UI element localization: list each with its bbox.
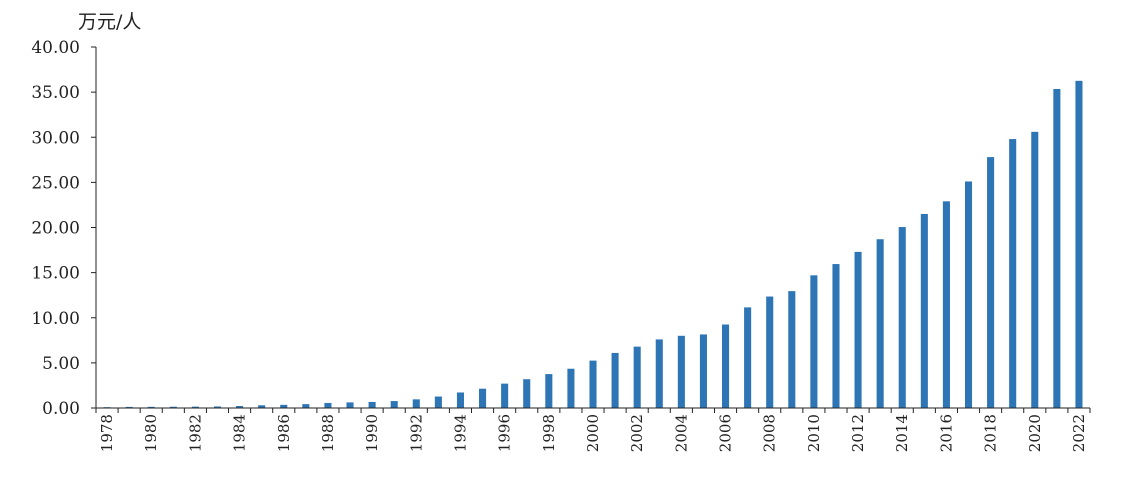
- y-tick-label: 40.00: [31, 38, 80, 58]
- bar-2011: [832, 264, 840, 408]
- bar-2000: [589, 360, 597, 408]
- bar-2008: [766, 296, 774, 408]
- bar-2020: [1031, 131, 1039, 408]
- bar-1988: [324, 402, 332, 408]
- bar-1996: [501, 383, 509, 408]
- x-tick-label: 1988: [319, 414, 337, 452]
- y-tick-label: 30.00: [31, 128, 80, 148]
- bar-1995: [479, 388, 487, 408]
- y-tick-label: 20.00: [31, 219, 80, 239]
- y-axis-ticks: 0.00 5.00 10.00 15.00 20.00 25.00 30.00 35.00 40…: [31, 38, 96, 419]
- bar-2010: [810, 275, 818, 408]
- x-tick-label: 1982: [186, 414, 204, 452]
- x-tick-label: 2000: [584, 414, 602, 452]
- bar-1997: [523, 379, 531, 408]
- bar-1980: [147, 406, 155, 408]
- bar-1989: [346, 402, 354, 408]
- x-tick-label: 1996: [496, 414, 514, 452]
- x-tick-label: 2004: [672, 414, 690, 452]
- bar-2016: [942, 201, 950, 408]
- bar-1992: [412, 399, 420, 408]
- y-tick-label: 15.00: [31, 264, 80, 284]
- y-tick-label: 10.00: [31, 309, 80, 329]
- bar-2006: [722, 324, 730, 408]
- y-axis-unit-label: 万元/人: [78, 11, 141, 33]
- x-tick-label: 1990: [363, 414, 381, 452]
- bar-2003: [655, 339, 663, 408]
- bar-2013: [876, 239, 884, 408]
- x-tick-label: 1994: [451, 414, 469, 452]
- x-tick-label: 1992: [407, 414, 425, 452]
- bar-1990: [368, 401, 376, 408]
- bar-2018: [987, 157, 995, 408]
- bar-2001: [611, 352, 619, 408]
- bar-2009: [788, 291, 796, 408]
- bar-2004: [677, 335, 685, 408]
- y-tick-label: 35.00: [31, 83, 80, 103]
- x-tick-label: 2014: [893, 414, 911, 452]
- bar-2019: [1009, 139, 1017, 408]
- x-tick-label: 1986: [275, 414, 293, 452]
- y-tick-label: 5.00: [42, 354, 80, 374]
- y-tick-label: 25.00: [31, 173, 80, 193]
- bar-1993: [434, 396, 442, 408]
- x-tick-label: 2012: [849, 414, 867, 452]
- x-tick-label: 1978: [98, 414, 116, 452]
- bar-2017: [964, 181, 973, 408]
- x-tick-label: 2008: [761, 414, 779, 452]
- x-axis-ticks: 1978 1980 1982 1984 1986 1988 1990 1992 1994 1996…: [95, 408, 1091, 452]
- bar-2022: [1075, 80, 1083, 408]
- bar-1983: [213, 406, 222, 408]
- bar-1987: [302, 404, 310, 408]
- x-tick-label: 2006: [717, 414, 735, 452]
- bar-1998: [545, 374, 553, 408]
- bar-1981: [169, 406, 177, 408]
- x-tick-label: 2018: [982, 414, 1000, 452]
- bar-1999: [567, 368, 575, 408]
- bar-2002: [633, 346, 641, 408]
- bar-1979: [125, 406, 133, 408]
- x-tick-label: 1984: [231, 414, 249, 452]
- x-tick-label: 1998: [540, 414, 558, 452]
- bar-2021: [1053, 88, 1061, 408]
- bar-2012: [854, 251, 862, 408]
- bar-2014: [898, 227, 906, 408]
- bar-1994: [456, 392, 464, 408]
- bar-1982: [191, 406, 199, 408]
- x-tick-label: 1980: [142, 414, 160, 452]
- x-tick-label: 2002: [628, 414, 646, 452]
- x-tick-label: 2016: [937, 414, 955, 452]
- bar-1986: [280, 404, 288, 408]
- bars: [103, 80, 1083, 408]
- x-tick-label: 2022: [1070, 414, 1088, 452]
- bar-1984: [236, 406, 244, 408]
- bar-2007: [744, 307, 752, 408]
- y-tick-label: 0.00: [42, 399, 80, 419]
- x-tick-label: 2010: [805, 414, 823, 452]
- x-tick-label: 2020: [1026, 414, 1044, 452]
- bar-1985: [258, 405, 266, 408]
- bar-1991: [390, 401, 398, 408]
- bar-2005: [699, 334, 707, 408]
- bar-2015: [920, 213, 928, 408]
